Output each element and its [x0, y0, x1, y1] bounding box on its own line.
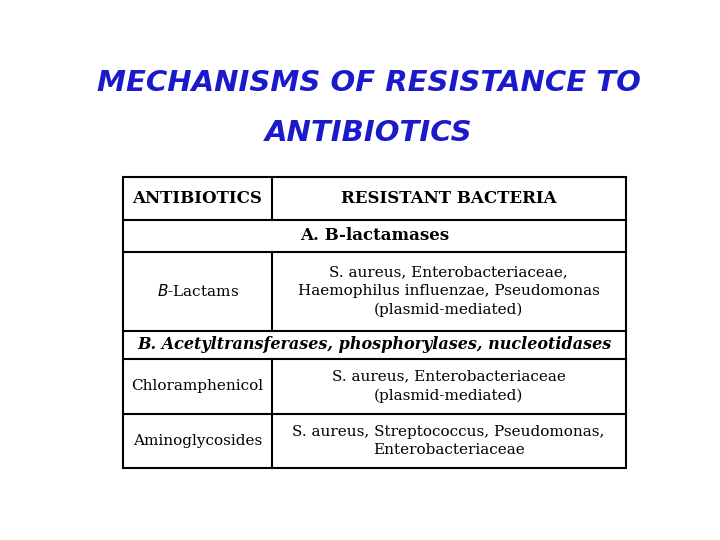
Text: $\it{B}$-Lactams: $\it{B}$-Lactams — [156, 283, 238, 299]
Text: Aminoglycosides: Aminoglycosides — [133, 434, 262, 448]
Text: MECHANISMS OF RESISTANCE TO: MECHANISMS OF RESISTANCE TO — [97, 69, 641, 97]
Text: ANTIBIOTICS: ANTIBIOTICS — [132, 190, 263, 207]
Text: S. aureus, Streptococcus, Pseudomonas,
Enterobacteriaceae: S. aureus, Streptococcus, Pseudomonas, E… — [292, 424, 605, 457]
Text: RESISTANT BACTERIA: RESISTANT BACTERIA — [341, 190, 557, 207]
Text: ANTIBIOTICS: ANTIBIOTICS — [265, 119, 473, 147]
Bar — [124, 177, 626, 468]
Text: Chloramphenicol: Chloramphenicol — [132, 379, 264, 393]
Text: A. B-lactamases: A. B-lactamases — [300, 227, 449, 245]
Text: B. Acetyltransferases, phosphorylases, nucleotidases: B. Acetyltransferases, phosphorylases, n… — [138, 336, 612, 353]
Text: S. aureus, Enterobacteriaceae
(plasmid-mediated): S. aureus, Enterobacteriaceae (plasmid-m… — [332, 370, 566, 403]
Text: S. aureus, Enterobacteriaceae,
Haemophilus influenzae, Pseudomonas
(plasmid-medi: S. aureus, Enterobacteriaceae, Haemophil… — [297, 266, 600, 317]
